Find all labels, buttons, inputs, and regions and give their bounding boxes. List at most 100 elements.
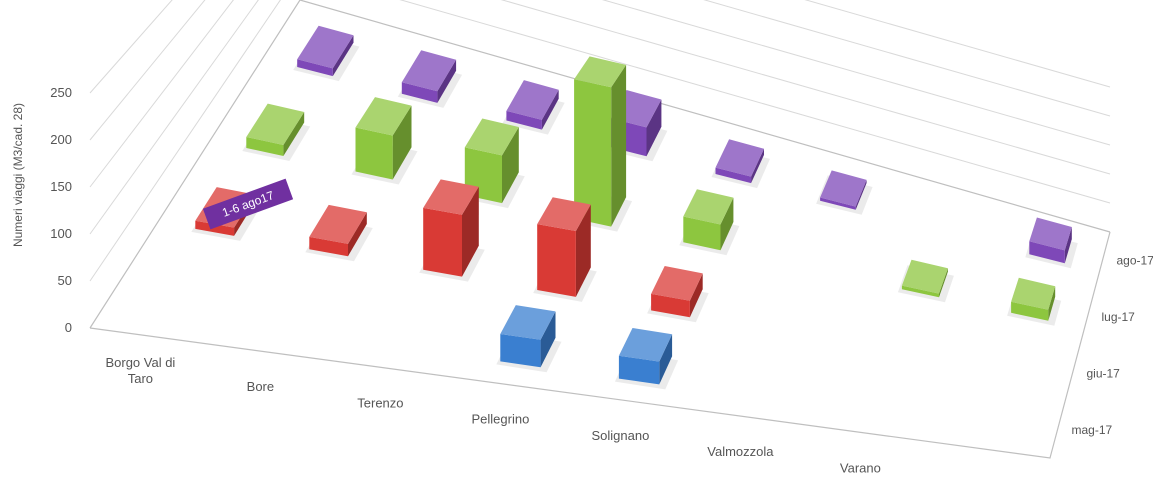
bar-side	[1064, 227, 1072, 264]
bar	[816, 170, 873, 215]
bar-side	[1048, 286, 1056, 321]
bar-top	[820, 170, 867, 207]
bars	[191, 25, 1078, 390]
bar-side	[659, 334, 673, 385]
bar-side	[502, 127, 519, 204]
bar-top	[401, 50, 457, 92]
bar	[496, 305, 562, 373]
category-label: Borgo Val di Taro	[105, 355, 175, 386]
category-label: Terenzo	[357, 395, 403, 410]
bar-front	[820, 197, 856, 210]
category-label: Varano	[840, 460, 881, 475]
bar-top	[715, 139, 764, 177]
bar-side	[348, 212, 367, 257]
bar-side	[751, 148, 764, 184]
bar-front	[715, 167, 752, 184]
bar-front	[401, 82, 438, 103]
bar-front	[618, 355, 660, 385]
bar-front	[423, 207, 462, 277]
bar-top	[901, 259, 948, 294]
bar-top	[423, 179, 479, 215]
gridline	[89, 0, 1111, 235]
category-label: Solignano	[591, 428, 649, 443]
bar-side	[855, 179, 867, 210]
bar-top	[297, 25, 354, 69]
bar-top	[1011, 277, 1056, 310]
bar-front	[309, 236, 348, 257]
depth-axis-series-labels: mag-17 giu-17 lug-17 ago-17	[1072, 253, 1153, 437]
category-label: Pellegrino	[471, 412, 529, 427]
bar-side	[462, 186, 479, 277]
y-tick-label: 50	[58, 273, 72, 288]
bar-front	[651, 293, 690, 318]
bar-top	[500, 305, 556, 340]
y-tick-label: 200	[50, 132, 72, 147]
bar	[614, 328, 679, 390]
bar-front	[506, 110, 542, 130]
bar-front	[195, 220, 235, 236]
bar-top	[355, 97, 412, 136]
x-axis-category-labels: Borgo Val di Taro Bore Terenzo Pellegrino Sol…	[105, 355, 994, 478]
bar	[533, 197, 597, 302]
series-label: ago-17	[1117, 253, 1153, 267]
bar-front	[500, 334, 541, 368]
bar-top	[618, 328, 673, 362]
bar-front	[574, 79, 612, 227]
bar-front	[683, 216, 721, 251]
bar-side	[689, 273, 703, 318]
gridline	[89, 0, 1111, 94]
annotation-badge	[202, 178, 294, 230]
bar-side	[611, 64, 627, 227]
bar-front	[1029, 241, 1065, 264]
y-tick-label: 150	[50, 179, 72, 194]
bar	[1007, 277, 1062, 326]
bar-top	[683, 189, 734, 225]
bar	[897, 259, 954, 303]
bar	[711, 139, 770, 189]
bar-side	[541, 89, 559, 130]
bar-top	[574, 56, 627, 88]
y-axis-ticks: 0 50 100 150 200 250	[50, 85, 72, 335]
floor-edge	[89, 231, 1111, 459]
bar	[502, 80, 565, 135]
bar-side	[575, 204, 591, 297]
bar-top	[506, 80, 559, 120]
bar-side	[646, 99, 662, 157]
gridline	[89, 0, 1111, 329]
category-label: Bore	[247, 379, 274, 394]
bar-side	[332, 35, 354, 77]
bar	[647, 266, 709, 323]
bar-front	[297, 59, 333, 77]
bar	[293, 25, 360, 82]
chart-grid	[89, 0, 1111, 459]
bar-top	[1029, 217, 1072, 251]
series-label: lug-17	[1102, 310, 1136, 324]
bar	[397, 50, 463, 108]
bar	[679, 189, 740, 256]
bar-top	[537, 197, 591, 231]
y-tick-label: 0	[65, 320, 72, 335]
bar-top	[464, 118, 519, 156]
bar-side	[939, 268, 948, 298]
series-label: mag-17	[1072, 423, 1113, 437]
bar-side	[437, 59, 457, 103]
y-tick-label: 100	[50, 226, 72, 241]
gridline	[89, 0, 1111, 141]
y-tick-label: 250	[50, 85, 72, 100]
bar-side	[720, 197, 734, 251]
bar-front	[537, 224, 576, 297]
y-axis-label: Numeri viaggi (M3/cad. 28)	[11, 103, 25, 247]
bar	[305, 204, 373, 262]
bar-front	[1011, 301, 1049, 321]
category-label: Varsi	[966, 477, 995, 478]
bar-top	[651, 266, 703, 301]
bar-side	[283, 112, 305, 156]
bar	[1025, 217, 1078, 269]
bar-front	[355, 127, 393, 180]
bar-side	[392, 105, 412, 180]
bar	[242, 103, 311, 161]
bar	[419, 179, 485, 282]
bar-front	[901, 285, 939, 298]
bar-front	[246, 137, 284, 156]
